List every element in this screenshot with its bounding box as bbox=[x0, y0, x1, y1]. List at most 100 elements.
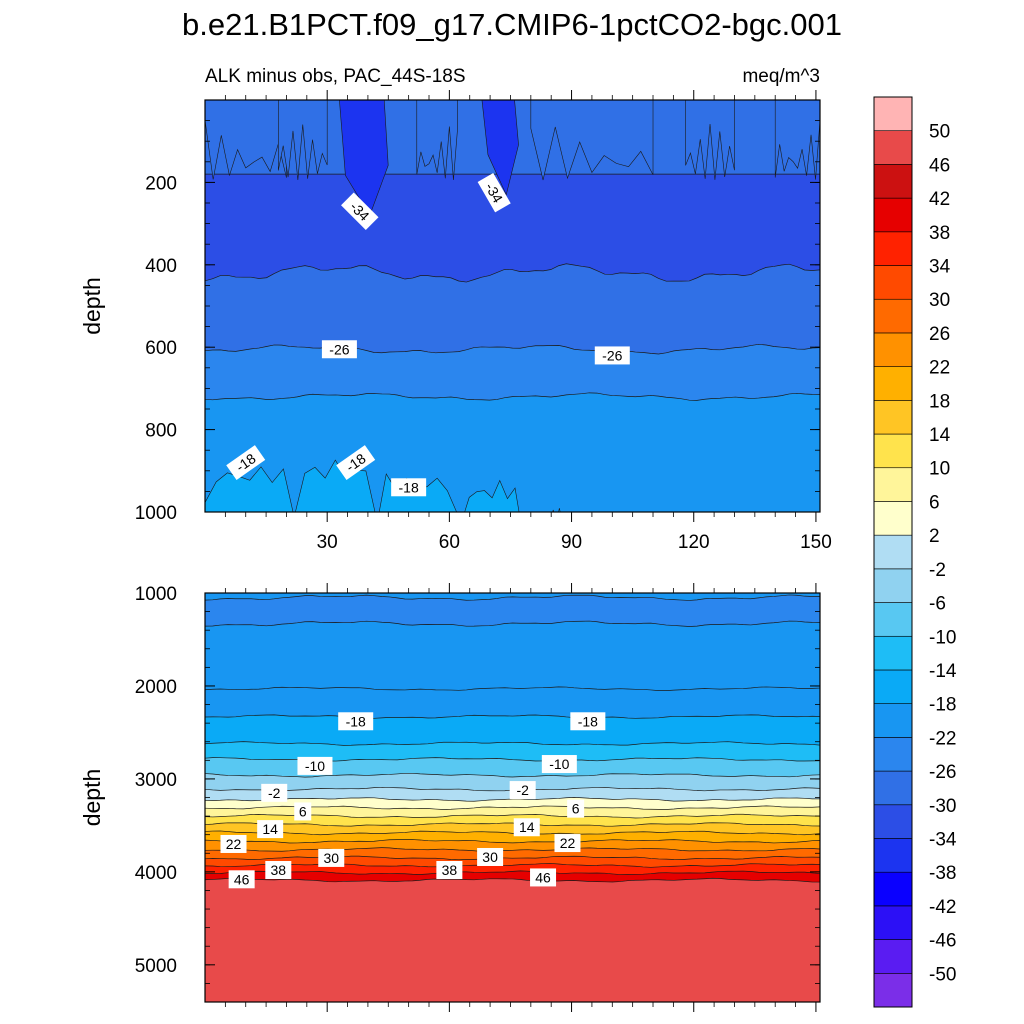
colorbar-swatch bbox=[873, 939, 913, 974]
colorbar-tick-label: 30 bbox=[929, 290, 950, 311]
colorbar-swatch bbox=[873, 534, 913, 570]
colorbar-tick-label: 2 bbox=[929, 526, 940, 547]
contour-label: 46 bbox=[228, 870, 255, 889]
contour-label: -26 bbox=[594, 346, 630, 365]
contour-label: -10 bbox=[297, 756, 333, 775]
contour-line bbox=[205, 594, 820, 601]
y-tick-label: 800 bbox=[145, 421, 177, 442]
y-tick-label: 400 bbox=[145, 256, 177, 277]
contour-label-text: 38 bbox=[442, 862, 458, 878]
contour-line bbox=[205, 263, 820, 283]
y-axis-label: depth bbox=[79, 277, 105, 335]
contour-label-text: 46 bbox=[234, 871, 250, 887]
contour-line bbox=[205, 343, 820, 355]
shallow-blob bbox=[546, 508, 572, 512]
contour-label-text: 22 bbox=[560, 835, 576, 851]
contour-label: -18 bbox=[391, 478, 427, 497]
contour-band bbox=[205, 174, 820, 283]
y-tick-label: 200 bbox=[145, 173, 177, 194]
surface-streak bbox=[205, 100, 287, 180]
contour-label-text: -10 bbox=[305, 758, 325, 774]
colorbar-tick-label: 18 bbox=[929, 391, 950, 412]
y-tick-label: 5000 bbox=[135, 956, 177, 977]
colorbar-swatch bbox=[873, 804, 913, 839]
colorbar-tick-label: -30 bbox=[929, 796, 956, 817]
colorbar-tick-label: -46 bbox=[929, 931, 956, 952]
contour-label: 46 bbox=[530, 868, 557, 887]
contour-line bbox=[205, 392, 820, 401]
colorbar-swatch bbox=[873, 332, 913, 367]
contour-field bbox=[205, 593, 820, 1002]
contour-band bbox=[205, 741, 820, 762]
colorbar-swatch bbox=[873, 231, 913, 266]
contour-line bbox=[205, 877, 820, 883]
colorbar-swatch bbox=[873, 602, 913, 637]
x-tick-label: 60 bbox=[439, 532, 460, 553]
contour-label: -2 bbox=[261, 783, 288, 802]
contour-band bbox=[205, 344, 820, 401]
contour-label-text: -2 bbox=[516, 782, 529, 798]
contour-label-text: 30 bbox=[482, 849, 498, 865]
contour-band bbox=[205, 263, 820, 355]
colorbar-tick-label: -50 bbox=[929, 964, 956, 985]
contour-line bbox=[205, 855, 820, 861]
contour-label-text: 6 bbox=[572, 801, 580, 817]
colorbar-swatch bbox=[873, 164, 913, 199]
colorbar-swatch bbox=[873, 737, 913, 772]
contour-field bbox=[205, 100, 820, 512]
surface-streak bbox=[416, 100, 458, 181]
colorbar-tick-label: 6 bbox=[929, 492, 940, 513]
subtitle-left: ALK minus obs, PAC_44S-18S bbox=[205, 66, 466, 87]
contour-band bbox=[205, 805, 820, 819]
contour-band bbox=[205, 686, 820, 719]
contour-label-text: 30 bbox=[323, 850, 339, 866]
colorbar-swatch bbox=[873, 838, 913, 873]
contour-band bbox=[205, 594, 820, 627]
colorbar-tick-label: 46 bbox=[929, 155, 950, 176]
colorbar-tick-label: -42 bbox=[929, 897, 956, 918]
colorbar-swatch bbox=[873, 265, 913, 300]
contour-label: 30 bbox=[477, 847, 504, 866]
contour-label-text: 6 bbox=[299, 803, 307, 819]
colorbar-tick-label: 42 bbox=[929, 189, 950, 210]
colorbar-swatch bbox=[873, 366, 913, 401]
colorbar-tick-label: 50 bbox=[929, 122, 950, 143]
colorbar-swatch bbox=[873, 197, 913, 233]
contour-line bbox=[205, 870, 820, 875]
contour-band bbox=[205, 621, 820, 691]
contour-line bbox=[205, 839, 820, 844]
y-tick-label: 4000 bbox=[135, 863, 177, 884]
contour-label: 38 bbox=[265, 861, 292, 880]
y-tick-label: 600 bbox=[145, 338, 177, 359]
contour-label: -18 bbox=[338, 712, 374, 731]
subtitle-units: meq/m^3 bbox=[742, 66, 820, 87]
contour-label-text: -10 bbox=[549, 756, 569, 772]
y-tick-label: 1000 bbox=[135, 503, 177, 524]
contour-line bbox=[205, 830, 820, 836]
contour-label-text: -18 bbox=[578, 713, 598, 729]
colorbar-tick-label: -38 bbox=[929, 863, 956, 884]
contour-band bbox=[205, 814, 820, 827]
surface-streak bbox=[774, 100, 820, 180]
contour-band bbox=[205, 870, 820, 883]
colorbar-swatch bbox=[873, 130, 913, 165]
contour-label: -18 bbox=[570, 712, 606, 731]
colorbar-swatch bbox=[873, 400, 913, 435]
colorbar-tick-label: 14 bbox=[929, 425, 951, 446]
contour-band bbox=[205, 863, 820, 875]
colorbar-swatch bbox=[873, 669, 913, 704]
colorbar-swatch bbox=[873, 433, 913, 469]
contour-label: 14 bbox=[257, 820, 284, 839]
colorbar-tick-label: -14 bbox=[929, 661, 957, 682]
y-tick-label: 3000 bbox=[135, 770, 177, 791]
contour-band bbox=[205, 856, 820, 868]
contour-label: 6 bbox=[567, 799, 585, 818]
colorbar-swatch bbox=[873, 703, 913, 738]
figure-title: b.e21.B1PCT.f09_g17.CMIP6-1pctCO2-bgc.00… bbox=[182, 7, 842, 42]
contour-label: 6 bbox=[294, 802, 312, 821]
contour-label-text: -26 bbox=[602, 347, 622, 363]
contour-line bbox=[205, 847, 820, 852]
contour-label: -10 bbox=[541, 755, 577, 774]
